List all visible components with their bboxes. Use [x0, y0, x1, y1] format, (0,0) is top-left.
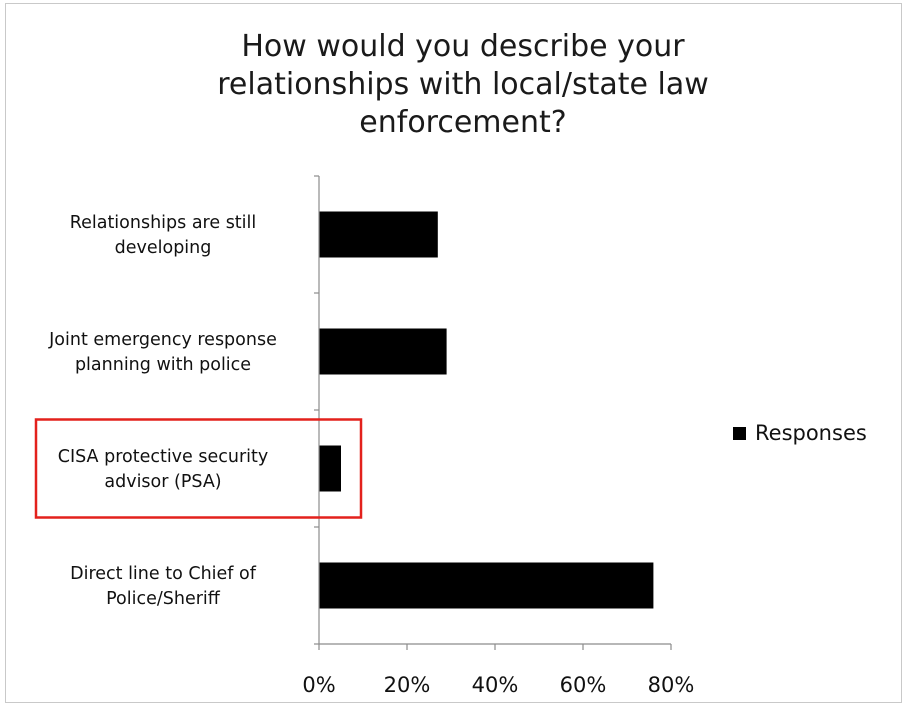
x-tick-label: 60%	[560, 673, 607, 697]
category-label: advisor (PSA)	[104, 472, 221, 492]
highlight-box	[34, 418, 363, 519]
chart-title-line: enforcement?	[359, 105, 566, 140]
bar	[319, 328, 447, 375]
category-label: Relationships are still	[70, 213, 257, 233]
x-tick-label: 20%	[384, 673, 431, 697]
category-label: Joint emergency response	[48, 330, 277, 350]
x-tick-label: 80%	[648, 673, 695, 697]
category-labels: Relationships are still developing Joint e…	[48, 213, 277, 609]
bar	[319, 562, 654, 609]
axes	[314, 175, 672, 650]
bars	[319, 211, 654, 609]
bar	[319, 445, 341, 492]
chart-title-line: How would you describe your	[241, 29, 685, 64]
legend: Responses	[733, 421, 867, 445]
x-tick-labels: 0% 20% 40% 60% 80%	[302, 673, 694, 697]
x-tick-label: 40%	[472, 673, 519, 697]
x-tick-label: 0%	[302, 673, 335, 697]
chart-title-line: relationships with local/state law	[217, 67, 708, 102]
chart-title: How would you describe yourrelationships…	[217, 29, 708, 140]
category-label: Direct line to Chief of	[70, 564, 257, 584]
legend-label: Responses	[755, 421, 867, 445]
category-label: CISA protective security	[58, 447, 269, 467]
category-label: Police/Sheriff	[106, 589, 221, 609]
bar-chart: How would you describe yourrelationships…	[34, 29, 867, 697]
chart-frame: How would you describe your relationships…	[5, 3, 902, 703]
legend-swatch	[733, 427, 746, 440]
bar	[319, 211, 438, 258]
category-label: developing	[115, 238, 212, 258]
category-label: planning with police	[75, 355, 251, 375]
